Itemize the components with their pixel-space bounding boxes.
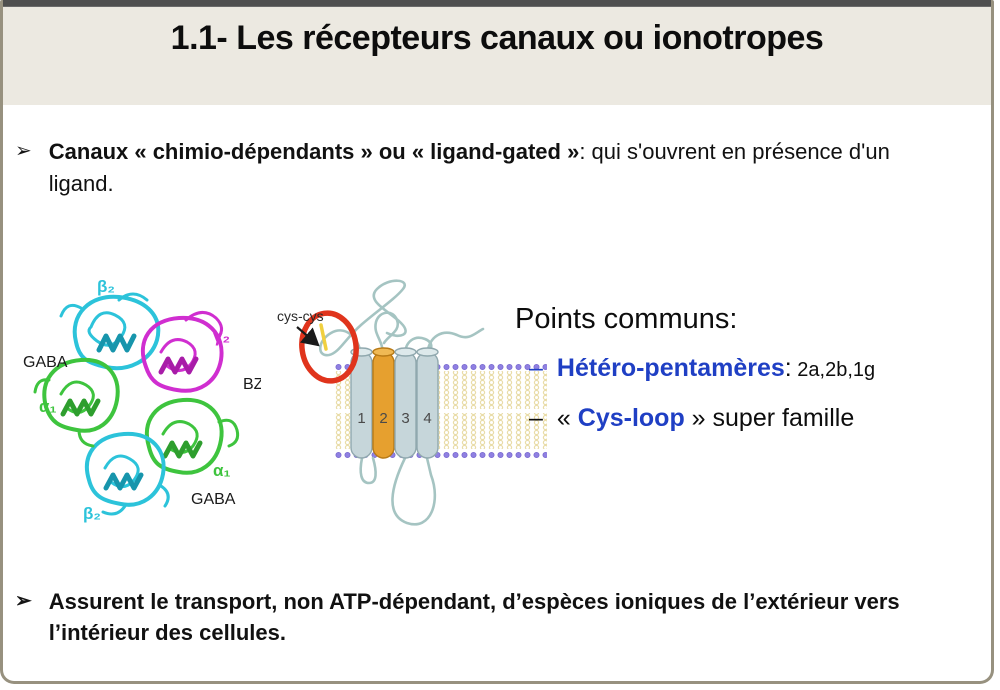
disulfide-bond — [319, 323, 328, 351]
point2-open-quote: « — [556, 403, 578, 432]
arrow-bullet-icon: ➢ — [15, 590, 32, 612]
label-alpha1-right: α₁ — [213, 461, 230, 480]
page-title: 1.1- Les récepteurs canaux ou ionotropes — [170, 19, 824, 57]
dash-bullet-icon: – — [529, 403, 543, 432]
points-communs-heading: Points communs: — [515, 303, 738, 335]
dash-bullet-icon: – — [529, 354, 543, 382]
points-communs-block: Points communs: – Hétéro-pentamères: 2a,2… — [515, 303, 993, 452]
subunit-beta2-top — [59, 292, 161, 371]
bullet-transport-text: Assurent le transport, non ATP-dépendant… — [48, 589, 900, 646]
helix-number-3: 3 — [401, 410, 409, 427]
gaba-figure-labels: β₂ γ₂ GABA BZ α₁ α₁ GABA β₂ — [23, 277, 261, 523]
point1-colon: : — [784, 354, 792, 382]
helix-1 — [350, 347, 373, 459]
slide-header: 1.1- Les récepteurs canaux ou ionotropes — [3, 6, 991, 105]
subunit-gamma2 — [140, 311, 224, 393]
label-gaba-bottom: GABA — [191, 491, 236, 508]
label-gaba-left: GABA — [23, 354, 68, 371]
subunit-alpha1-right — [145, 397, 240, 475]
subunit-alpha1-left — [33, 357, 120, 448]
point1-term: Hétéro-pentamères — [556, 354, 785, 382]
point2-rest: » super famille — [684, 403, 855, 432]
helix-number-2: 2 — [379, 410, 387, 427]
bullet-ligand-gated-text: Canaux « chimio-dépendants » ou « ligand… — [49, 136, 945, 199]
helix-4 — [416, 347, 439, 459]
bullet-ligand-gated-bold: Canaux « chimio-dépendants » ou « ligand… — [48, 139, 580, 164]
cys-loop-topology-figure: 1 2 3 4 cys-cys — [277, 279, 547, 526]
arrow-bullet-icon: ➢ — [15, 140, 32, 162]
helix-numbers: 1 2 3 4 — [357, 410, 431, 427]
transmembrane-helices — [350, 347, 439, 459]
bullet-ligand-gated-rest: : qui s'ouvrent en présence d'un ligand. — [48, 139, 890, 196]
helix-number-4: 4 — [423, 410, 431, 427]
helix-number-1: 1 — [357, 410, 365, 427]
helix-3 — [394, 347, 417, 459]
label-alpha1-left: α₁ — [39, 397, 56, 416]
point-hetero-pentameres: – Hétéro-pentamères: 2a,2b,1g — [529, 352, 993, 386]
top-border-bar — [3, 0, 991, 7]
cys-cys-arrow — [296, 326, 320, 347]
helix-2 — [372, 347, 395, 459]
label-beta2-top: β₂ — [97, 277, 115, 296]
red-highlight-circle — [299, 310, 359, 384]
point2-term: Cys-loop — [577, 403, 685, 432]
label-beta2-bottom: β₂ — [83, 504, 101, 523]
bullet-ligand-gated: ➢ Canaux « chimio-dépendants » ou « liga… — [15, 136, 945, 199]
label-bz: BZ — [243, 376, 261, 393]
point1-detail: 2a,2b,1g — [791, 359, 876, 381]
cys-cys-label: cys-cys — [277, 308, 324, 324]
point-cys-loop: – « Cys-loop » super famille — [529, 402, 993, 436]
bullet-transport: ➢ Assurent le transport, non ATP-dépenda… — [15, 586, 967, 648]
subunit-beta2-bottom — [85, 431, 170, 516]
gaba-receptor-structure-figure: β₂ γ₂ GABA BZ α₁ α₁ GABA β₂ — [23, 277, 261, 523]
label-gamma2: γ₂ — [213, 327, 230, 346]
